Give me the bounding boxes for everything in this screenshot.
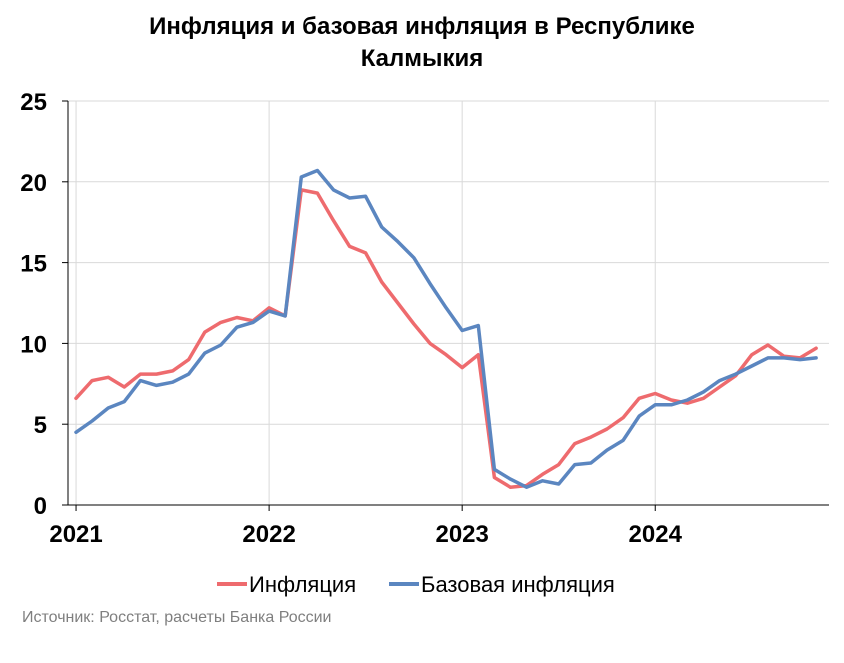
y-tick-label: 10	[20, 331, 47, 358]
series-line-inflation	[74, 188, 818, 489]
axes	[62, 100, 829, 511]
y-tick-label: 25	[20, 89, 47, 116]
series-line-core-inflation	[74, 168, 818, 489]
legend-label-inflation: Инфляция	[249, 572, 356, 597]
gridlines	[68, 100, 829, 505]
x-tick-label: 2023	[435, 521, 488, 548]
x-tick-label: 2024	[629, 521, 683, 548]
y-tick-label: 15	[20, 251, 47, 278]
x-tick-label: 2021	[49, 521, 102, 548]
x-tick-labels: 2021 2022 2023 2024	[49, 521, 682, 548]
y-tick-labels: 0 5 10 15 20 25	[20, 89, 47, 520]
legend: Инфляция Базовая инфляция	[217, 572, 615, 597]
y-tick-label: 5	[34, 412, 47, 439]
y-tick-label: 20	[20, 170, 47, 197]
chart-title-line-2: Калмыкия	[361, 45, 484, 72]
y-tick-label: 0	[34, 493, 47, 520]
chart-title-line-1: Инфляция и базовая инфляция в Республике	[149, 13, 695, 40]
source-note: Источник: Росстат, расчеты Банка России	[22, 609, 331, 626]
x-tick-label: 2022	[242, 521, 295, 548]
series-lines	[74, 168, 818, 489]
legend-label-core-inflation: Базовая инфляция	[421, 572, 615, 597]
